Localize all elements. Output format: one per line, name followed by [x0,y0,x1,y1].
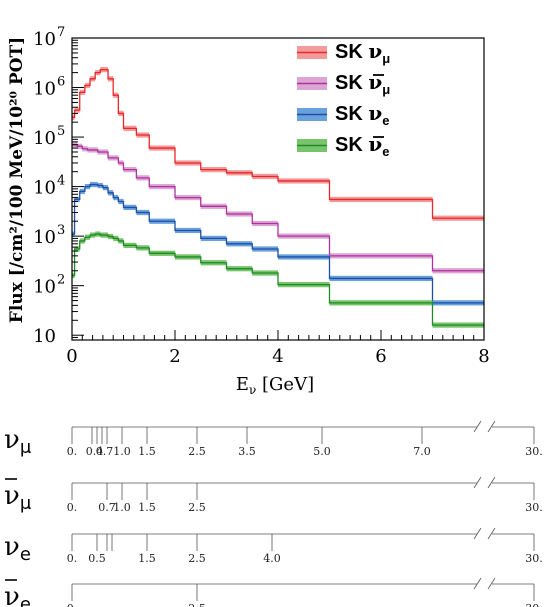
axis-break [487,476,496,489]
y-tick-exponent: 6 [57,75,65,90]
x-tick-label: 0 [66,346,77,367]
series-line [72,233,484,326]
y-tick-exponent: 5 [57,124,65,139]
row-label: νμ [4,481,32,514]
bin-edge-label: 3.5 [238,445,256,458]
bin-edge-label: 1.0 [113,445,131,458]
series-1 [72,142,484,274]
x-tick-label: 4 [272,346,283,367]
axis-break [473,577,482,590]
bin-edge-label: 7.0 [413,445,431,458]
y-axis-label: Flux [/cm²/100 MeV/10²⁰ POT] [7,37,27,323]
series-3 [72,231,484,328]
y-tick-label: 10 [33,29,56,50]
series-line [72,68,484,219]
bin-edge-label: 1.5 [138,445,156,458]
row-label: νμ [4,425,32,458]
x-axis: 0 2 4 6 8 Eν [GeV] [66,330,490,397]
bin-edge-label: 2.5 [188,552,206,565]
bin-edge-label: 0.5 [88,552,106,565]
axis-break [473,527,482,540]
bin-edge-label: 30. [525,445,543,458]
bin-edge-label: 2.5 [188,602,206,607]
binning-diagram: 0. 0.40.7 1.0 1.5 2.5 3.5 5.0 7.0 30.νμ0. 0.71.0 1… [4,420,543,607]
bin-edge-label: 30. [525,602,543,607]
bin-edge-label: 0. [67,602,78,607]
bin-edge-label: 1.0 [113,501,131,514]
bin-edge-label: 30. [525,552,543,565]
axis-break [487,527,496,540]
y-tick-label: 10 [33,178,56,199]
x-tick-label: 8 [478,346,489,367]
legend: SK νμ SK νμ SK νe SK νe [297,39,390,159]
bin-edge-label: 0. [67,501,78,514]
y-tick-label: 10 [33,128,56,149]
x-tick-label: 2 [169,346,180,367]
bin-edge-label: 0.7 [98,501,116,514]
y-tick-exponent: 2 [57,273,65,288]
y-tick-label: 10 [33,277,56,298]
series-line [72,183,484,304]
binning-row-1: 0. 0.71.0 1.5 2.5 30. νμ [4,476,543,514]
bin-edge-label: 2.5 [188,445,206,458]
row-label: νe [4,582,31,607]
legend-label: SK νμ [335,39,390,66]
binning-row-2: 0. 0.5 1.5 2.5 4.0 30. νe [4,527,543,565]
axis-break [487,420,496,433]
legend-label: SK νe [335,101,389,128]
bin-edge-label: 30. [525,501,543,514]
bin-edge-label: 1.5 [138,501,156,514]
binning-row-0: 0. 0.40.7 1.0 1.5 2.5 3.5 5.0 7.0 30. νμ [4,420,543,458]
legend-label: SK νe [335,132,389,159]
bin-edge-label: 1.5 [138,552,156,565]
plot-frame [71,37,485,341]
axis-break [487,577,496,590]
x-tick-label: 6 [375,346,386,367]
bin-edge-label: 0. [67,445,78,458]
y-tick-label: 10 [33,227,56,248]
axis-break [473,420,482,433]
y-tick-label: 10 [33,79,56,100]
row-label: νe [4,532,31,565]
series-0 [72,66,484,221]
y-tick-exponent: 7 [57,25,65,40]
y-tick-exponent: 3 [57,223,65,238]
y-tick-exponent: 4 [57,174,65,189]
bin-edge-label: 0.4 [86,445,104,458]
x-axis-label: Eν [GeV] [236,374,314,397]
series-2 [72,181,484,306]
bin-edge-label: 0. [67,552,78,565]
bin-edge-label: 5.0 [313,445,331,458]
bin-edge-label: 2.5 [188,501,206,514]
bin-edge-label: 4.0 [263,552,281,565]
y-tick-label: 10 [33,326,56,347]
axis-break [473,476,482,489]
binning-row-3: 0. 2.5 30. νe [4,577,543,607]
bin-edge-label: 0.7 [96,445,114,458]
legend-label: SK νμ [335,70,390,97]
series-line [72,144,484,272]
